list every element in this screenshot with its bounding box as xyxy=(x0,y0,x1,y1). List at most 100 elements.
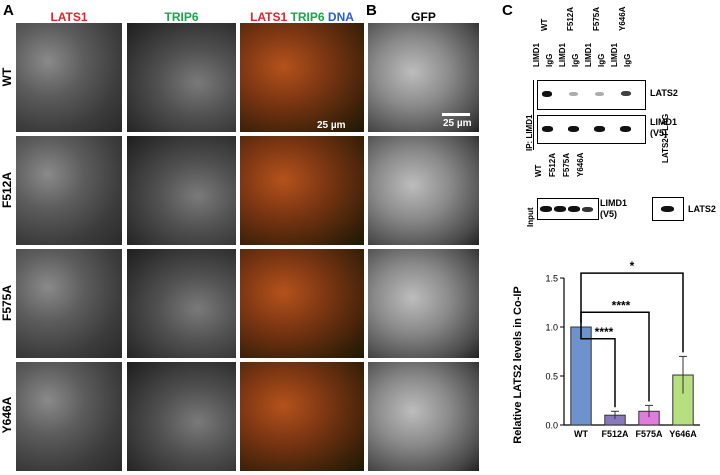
ip-lane-header: WT F512A F575A Y646A LIMD1 IgG LIMD1 IgG… xyxy=(532,7,647,78)
y-tick-label: 0.5 xyxy=(545,372,558,382)
micrograph-y646a-merge xyxy=(240,362,364,471)
y-tick-label: 1.0 xyxy=(545,323,558,333)
micrograph-f575a-merge xyxy=(240,249,364,358)
input-blot-tag: (V5) xyxy=(600,209,618,219)
ip-lane-4: IgG xyxy=(571,53,580,67)
row-label-y646a: Y646A xyxy=(0,396,14,434)
micrograph-wt-merge: 25 µm xyxy=(240,23,364,132)
flag-blot-label: LATS2 xyxy=(688,204,716,214)
micrograph-f575a-lats1 xyxy=(16,249,122,358)
merge-dna-label: DNA xyxy=(327,10,354,24)
ip-blot-limd1-tag: (V5) xyxy=(650,128,668,138)
co-ip-bar-chart: Relative LATS2 levels in Co-IP 0.0 0.5 1.0… xyxy=(512,259,700,444)
panel-letter-c: C xyxy=(502,2,513,19)
ip-blot-limd1-label: LIMD1 (V5) xyxy=(650,117,677,139)
merge-lats1-label: LATS1 xyxy=(250,10,288,24)
input-blot-name: LIMD1 xyxy=(600,198,627,208)
input-side-label-wrap: Input xyxy=(526,196,537,227)
gfp-scale-bar-label: 25 µm xyxy=(443,118,472,129)
error-bars xyxy=(611,355,687,420)
micrograph-f512a-merge xyxy=(240,136,364,245)
band xyxy=(582,207,593,212)
col-head-gfp: GFP xyxy=(411,10,436,24)
micrograph-f512a-lats1 xyxy=(16,136,122,245)
y-axis-label: Relative LATS2 levels in Co-IP xyxy=(512,286,524,444)
input-lane-f575a: F575A xyxy=(562,152,571,177)
ip-lane-1: LIMD1 xyxy=(532,43,541,67)
micrograph-gfp-f512a xyxy=(368,136,479,245)
ip-lane-8: IgG xyxy=(623,53,632,67)
input-lane-f512a: F512A xyxy=(548,152,557,177)
x-tick-label: Y646A xyxy=(669,429,697,439)
input-blot-limd1 xyxy=(537,198,599,220)
y-tick-label: 1.5 xyxy=(545,274,558,284)
micrograph-y646a-trip6 xyxy=(127,362,236,471)
y-tick-label: 0.0 xyxy=(545,421,558,431)
band xyxy=(595,92,604,96)
significance-brackets: ********* xyxy=(580,259,684,408)
significance-label: **** xyxy=(612,298,631,312)
ip-lane-5: LIMD1 xyxy=(584,43,593,67)
bars xyxy=(570,326,694,426)
micrograph-wt-trip6 xyxy=(127,23,236,132)
ip-lane-6: IgG xyxy=(597,53,606,67)
col-head-trip6: TRIP6 xyxy=(164,10,199,24)
significance-bracket xyxy=(580,323,616,408)
band xyxy=(594,126,605,132)
panel-letter-a: A xyxy=(3,2,14,19)
gfp-scale-bar xyxy=(442,113,470,116)
band xyxy=(540,206,552,212)
micrograph-f512a-trip6 xyxy=(127,136,236,245)
ip-group-f512a: F512A xyxy=(566,6,575,31)
micrograph-y646a-lats1 xyxy=(16,362,122,471)
band xyxy=(569,92,578,96)
significance-label: **** xyxy=(595,325,614,339)
micrograph-gfp-wt: 25 µm xyxy=(368,23,479,132)
ip-blot-limd1 xyxy=(537,115,646,144)
ip-lane-3: LIMD1 xyxy=(558,43,567,67)
ip-group-y646a: Y646A xyxy=(618,6,627,31)
panel-letter-b: B xyxy=(366,2,377,19)
col-head-lats1: LATS1 xyxy=(50,10,88,24)
input-blot-label: LIMD1 (V5) xyxy=(600,198,627,220)
x-ticks: WT F512A F575A Y646A xyxy=(574,429,697,439)
y-ticks: 0.0 0.5 1.0 1.5 xyxy=(545,274,564,431)
merge-trip6-label: TRIP6 xyxy=(290,10,325,24)
micrograph-wt-lats1 xyxy=(16,23,122,132)
bar-wt xyxy=(570,326,592,426)
band xyxy=(661,206,674,212)
row-label-f575a: F575A xyxy=(0,284,14,322)
ip-lane-7: LIMD1 xyxy=(610,43,619,67)
band xyxy=(542,126,553,132)
micrograph-f575a-trip6 xyxy=(127,249,236,358)
row-label-f512a: F512A xyxy=(0,171,14,209)
input-lane-wt: WT xyxy=(534,164,543,177)
x-tick-label: F575A xyxy=(635,429,663,439)
ip-bracket xyxy=(533,80,534,150)
ip-blot-lats2-label: LATS2 xyxy=(650,88,678,98)
ip-blot-lats2 xyxy=(537,80,646,110)
x-tick-label: WT xyxy=(574,429,588,439)
input-lane-header: WT F512A F575A Y646A xyxy=(534,153,607,196)
row-label-wt: WT xyxy=(0,67,14,87)
x-tick-label: F512A xyxy=(601,429,629,439)
scale-bar-label: 25 µm xyxy=(317,120,346,131)
ip-group-wt: WT xyxy=(540,18,549,31)
band xyxy=(621,91,631,96)
flag-lane-label: LATS2-FLAG xyxy=(661,113,670,163)
micrograph-gfp-f575a xyxy=(368,249,479,358)
micrograph-gfp-y646a xyxy=(368,362,479,471)
col-head-merge: LATS1 TRIP6 DNA xyxy=(240,10,364,24)
ip-lane-2: IgG xyxy=(545,53,554,67)
band xyxy=(568,126,579,132)
input-lane-y646a: Y646A xyxy=(576,152,585,177)
significance-label: * xyxy=(630,259,635,273)
band xyxy=(620,126,631,132)
significance-bracket xyxy=(580,272,684,353)
ip-blot-limd1-name: LIMD1 xyxy=(650,117,677,127)
band xyxy=(568,206,580,212)
flag-lane-header: LATS2-FLAG xyxy=(660,114,680,194)
band xyxy=(542,91,552,97)
flag-blot xyxy=(652,197,684,221)
band xyxy=(554,206,566,212)
